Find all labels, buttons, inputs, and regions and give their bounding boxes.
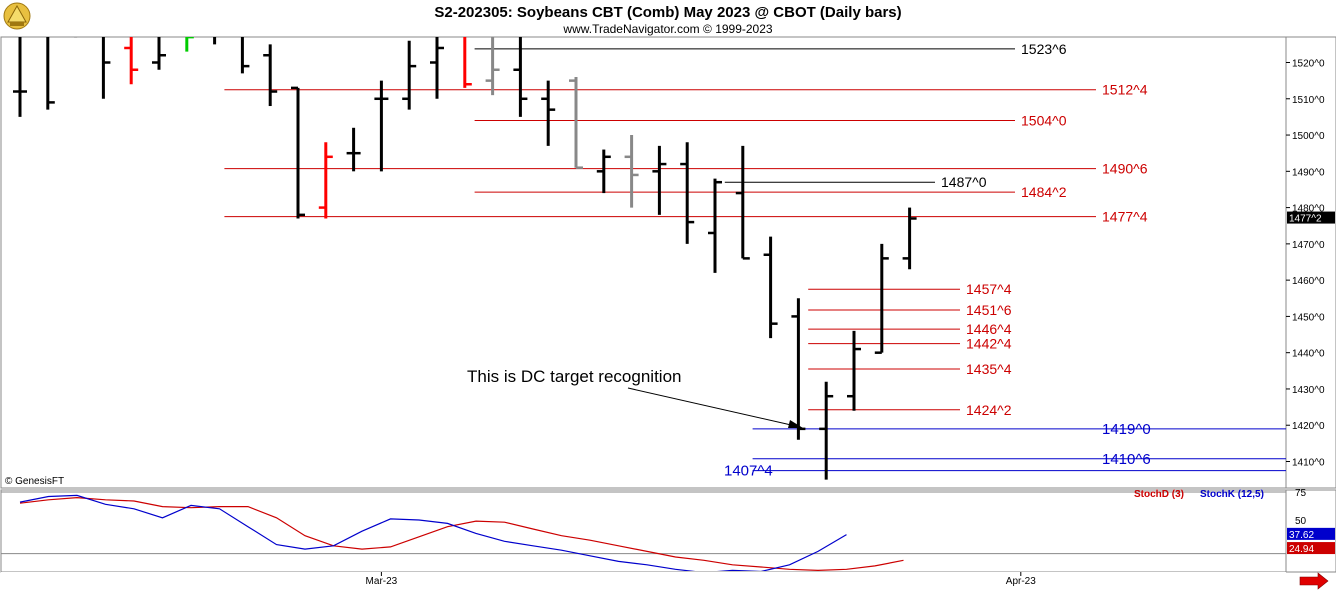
ohlc-bar — [791, 298, 806, 440]
stoch-line-k — [19, 494, 847, 571]
current-price-tag — [1287, 211, 1335, 224]
price-tick-label: 1410^0 — [1292, 458, 1325, 469]
ohlc-bar — [374, 80, 389, 172]
annotation-arrow-line — [627, 387, 801, 428]
scroll-right-button[interactable] — [1299, 572, 1329, 590]
ohlc-bar — [463, 37, 472, 88]
price-panel — [0, 36, 1287, 489]
legend-stochd: StochD (3) — [1134, 489, 1184, 500]
stoch-tick-label: 50 — [1295, 516, 1307, 527]
level-label-15: 1407^4 — [724, 463, 773, 480]
logo-icon — [3, 2, 31, 30]
level-label-13: 1419^0 — [1102, 421, 1151, 438]
stoch-tick-label: 75 — [1295, 488, 1307, 499]
price-axis-strip — [1285, 36, 1336, 489]
ohlc-bar — [485, 37, 500, 96]
ohlc-bar — [680, 142, 695, 244]
ohlc-bar — [101, 37, 111, 99]
stoch-value-tag — [1287, 527, 1335, 540]
price-tick-label: 1450^0 — [1292, 312, 1325, 323]
arrow-right-icon[interactable] — [1299, 572, 1329, 590]
price-tick-label: 1520^0 — [1292, 59, 1325, 70]
annotation-arrowhead — [788, 420, 803, 428]
ohlc-bar — [735, 145, 750, 260]
price-tick-label: 1510^0 — [1292, 95, 1325, 106]
ohlc-bar — [291, 86, 305, 219]
ohlc-bar — [847, 330, 861, 411]
current-price-label: 1477^2 — [1289, 214, 1322, 225]
level-label-0: 1523^6 — [1021, 41, 1067, 57]
price-tick-label: 1460^0 — [1292, 276, 1325, 287]
ohlc-bar — [346, 127, 361, 172]
chart-subtitle: www.TradeNavigator.com © 1999-2023 — [562, 22, 772, 36]
price-axis: 1410^0 1420^0 1430^0 1440^0 1450^0 1460^0 1470… — [1286, 59, 1335, 469]
levels-layer: 1523^6 1512^4 1504^0 1490^6 1487^0 1484^2 1477… — [224, 41, 1286, 480]
date-axis-strip — [1, 572, 1286, 590]
ohlc-bar — [318, 142, 333, 219]
ohlc-bar — [402, 40, 417, 110]
price-tick-label: 1430^0 — [1292, 385, 1325, 396]
stoch-value-label: 24.94 — [1289, 544, 1314, 555]
watermark: © GenesisFT — [5, 476, 64, 487]
date-axis: Mar-23 Apr-23 — [366, 572, 1036, 587]
chart-title: S2-202305: Soybeans CBT (Comb) May 2023 … — [434, 4, 901, 21]
ohlc-bar — [430, 37, 444, 99]
level-label-4: 1487^0 — [941, 174, 987, 190]
stoch-line-d — [19, 496, 904, 571]
ohlc-bar — [624, 135, 639, 208]
price-tick-label: 1470^0 — [1292, 240, 1325, 251]
price-tick-label: 1490^0 — [1292, 167, 1325, 178]
price-tick-label: 1440^0 — [1292, 349, 1325, 360]
price-tick-label: 1480^0 — [1292, 204, 1325, 215]
level-label-9: 1446^4 — [966, 321, 1012, 337]
level-label-7: 1457^4 — [966, 281, 1012, 297]
stoch-value-label: 37.62 — [1289, 530, 1314, 541]
level-label-14: 1410^6 — [1102, 451, 1151, 468]
ohlc-bar — [902, 207, 917, 270]
ohlc-bar — [569, 77, 583, 169]
ohlc-bar — [819, 381, 834, 480]
date-tick-label: Mar-23 — [366, 576, 398, 587]
stoch-layer: 75 50 StochD (3) StochK (12,5) 37.62 24.94 — [1, 488, 1335, 571]
level-label-2: 1504^0 — [1021, 113, 1067, 129]
header-bar — [0, 0, 1336, 36]
annotation-group: This is DC target recognition — [467, 367, 803, 428]
stoch-value-tag — [1287, 542, 1335, 555]
legend-stochk: StochK (12,5) — [1200, 489, 1264, 500]
level-label-1: 1512^4 — [1102, 82, 1148, 98]
ohlc-bar — [874, 243, 889, 354]
ohlc-bar — [46, 37, 55, 110]
annotation-text: This is DC target recognition — [467, 367, 681, 386]
ohlc-bar — [263, 44, 278, 107]
level-label-6: 1477^4 — [1102, 209, 1148, 225]
ohlc-bar — [708, 178, 722, 273]
price-tick-label: 1420^0 — [1292, 421, 1325, 432]
ohlc-bar — [596, 149, 611, 194]
ohlc-bar — [652, 145, 667, 215]
ohlc-bar — [763, 236, 778, 339]
ohlc-bar — [13, 37, 27, 117]
level-label-11: 1435^4 — [966, 361, 1012, 377]
level-label-3: 1490^6 — [1102, 161, 1148, 177]
ohlc-bar — [240, 37, 250, 74]
ohlc-bar — [124, 37, 139, 85]
level-label-10: 1442^4 — [966, 336, 1012, 352]
stoch-panel — [0, 489, 1287, 573]
bars-layer — [13, 37, 917, 480]
ohlc-bar — [185, 37, 194, 52]
date-tick-label: Apr-23 — [1006, 576, 1036, 587]
level-label-12: 1424^2 — [966, 402, 1012, 418]
level-label-8: 1451^6 — [966, 302, 1012, 318]
price-tick-label: 1500^0 — [1292, 131, 1325, 142]
ohlc-bar — [513, 37, 528, 117]
ohlc-bar — [541, 80, 556, 146]
level-label-5: 1484^2 — [1021, 184, 1067, 200]
ohlc-bar — [152, 37, 166, 70]
